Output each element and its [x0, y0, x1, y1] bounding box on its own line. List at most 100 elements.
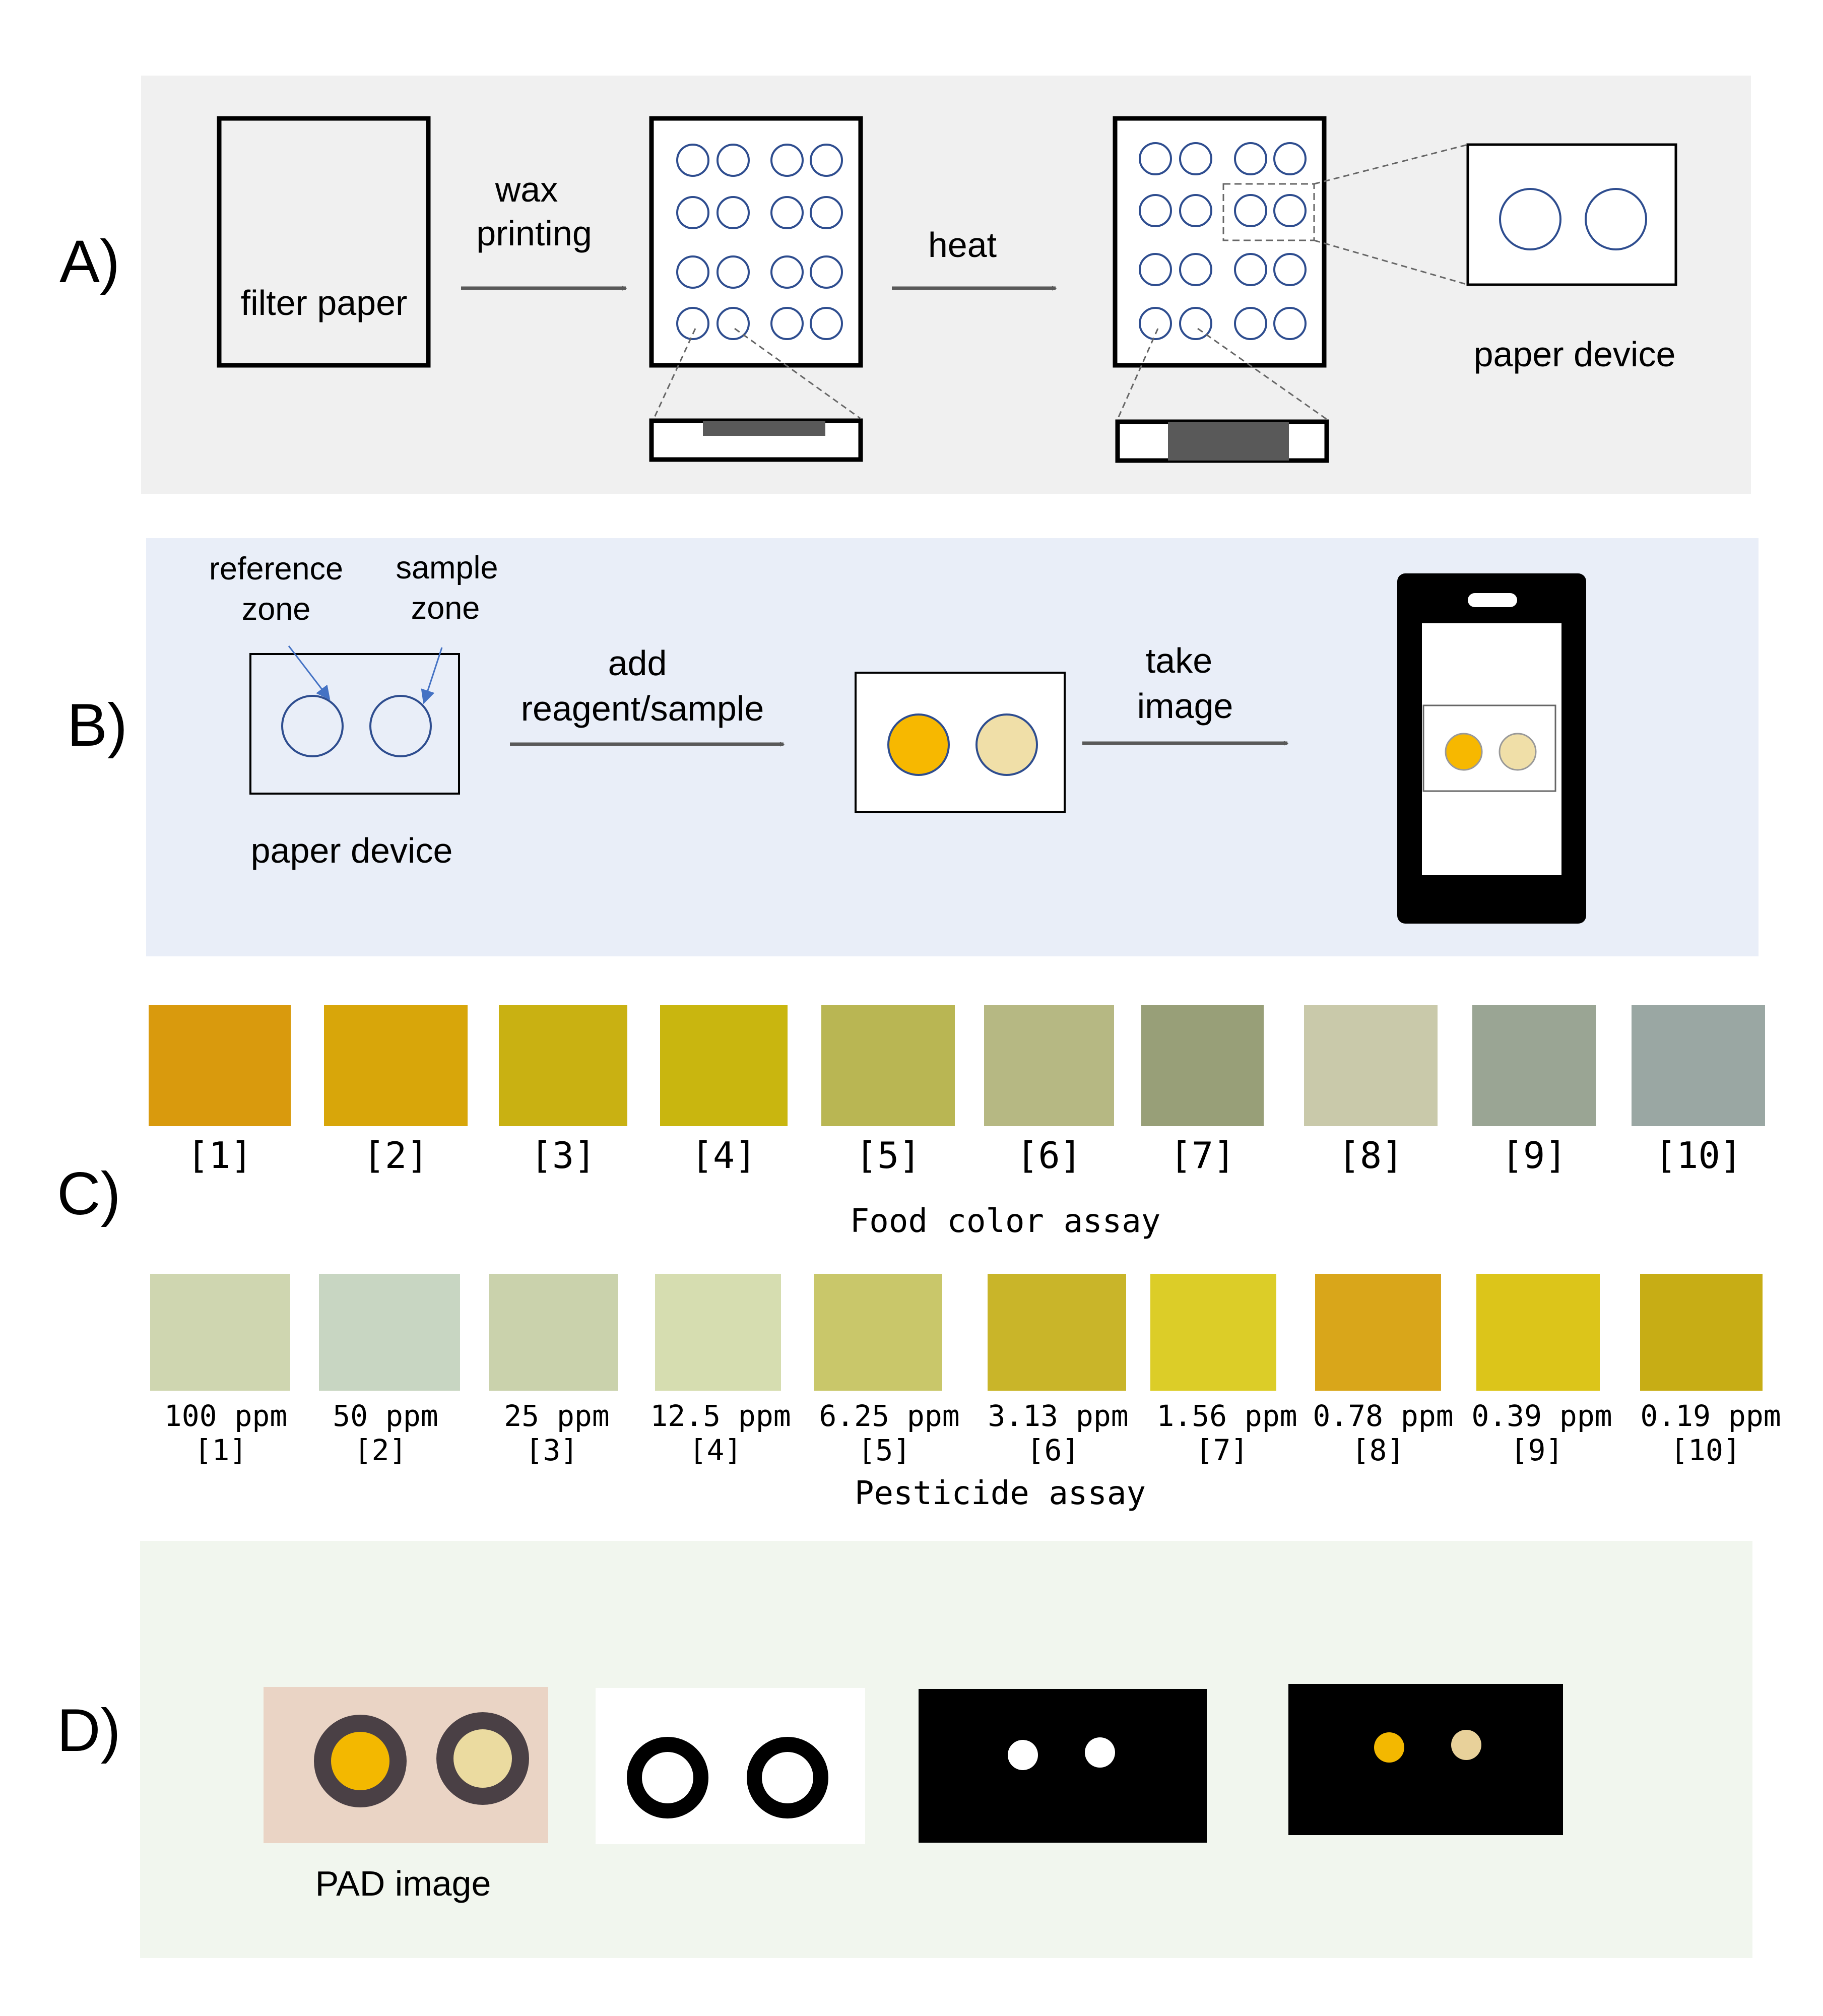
pesticide-concentration: 0.19 ppm [1640, 1399, 1781, 1433]
wax-zone-circle [717, 307, 750, 340]
pesticide-index: [10] [1670, 1433, 1741, 1467]
zoom-line [734, 328, 861, 419]
pesticide-title: Pesticide assay [855, 1475, 1146, 1512]
pad-reference-zone [331, 1732, 389, 1790]
pesticide-concentration: 0.39 ppm [1471, 1399, 1612, 1433]
mask-zone-left [1008, 1740, 1038, 1770]
pesticide-index: [5] [858, 1433, 911, 1467]
mask-zone-right [1085, 1737, 1115, 1768]
binary-ring-right [747, 1737, 828, 1818]
extracted-zones-image [1288, 1684, 1563, 1835]
sample-zone [369, 695, 432, 757]
zoom-line [653, 328, 696, 419]
wax-zone-circle [1273, 142, 1307, 175]
heated-sheet [1113, 116, 1327, 368]
pesticide-concentration: 3.13 ppm [988, 1399, 1128, 1433]
food-swatch [1141, 1005, 1264, 1126]
wax-layer-penetrated [1168, 422, 1289, 461]
device-zone-left [1499, 188, 1561, 250]
pesticide-index: [1] [194, 1433, 247, 1467]
wax-zone-circle [1139, 194, 1172, 227]
pesticide-index: [2] [354, 1433, 407, 1467]
pesticide-swatch [814, 1274, 942, 1391]
pesticide-concentration: 12.5 ppm [650, 1399, 791, 1433]
food-swatch [660, 1005, 788, 1126]
wax-zone-circle [770, 196, 804, 229]
food-color-swatches: [1] [2] [3] [4] [5] [6] [7] [8] [9] [10] [149, 1005, 1765, 1177]
wax-zone-circle [717, 144, 750, 177]
pesticide-index: [3] [526, 1433, 578, 1467]
wax-zone-circle [1273, 307, 1307, 340]
food-swatch-label: [8] [1338, 1134, 1403, 1177]
paper-device-zoom [1466, 143, 1677, 286]
pesticide-swatch [1640, 1274, 1763, 1391]
wax-zone-circle [1273, 253, 1307, 286]
sample-zone-label-1: sample [396, 550, 498, 586]
pesticide-concentration: 6.25 ppm [819, 1399, 959, 1433]
heat-label: heat [928, 225, 997, 265]
food-swatch-label: [5] [855, 1134, 921, 1177]
wax-layer-surface [703, 421, 825, 436]
pesticide-swatch [489, 1274, 618, 1391]
food-color-title: Food color assay [850, 1203, 1161, 1240]
zoom-line [1314, 239, 1468, 286]
reference-zone-colored [887, 713, 950, 776]
wax-zone-array [1139, 142, 1307, 340]
food-swatch [984, 1005, 1114, 1126]
food-swatch-label: [4] [691, 1134, 756, 1177]
food-swatch [149, 1005, 291, 1126]
panel-b: B) reference zone sample zone paper devi… [67, 538, 1759, 956]
wax-printing-label-1: wax [495, 170, 558, 209]
pesticide-concentration: 0.78 ppm [1313, 1399, 1453, 1433]
wax-zone-circle [810, 255, 843, 289]
pesticide-concentration: 100 ppm [164, 1399, 287, 1433]
wax-zone-circle [810, 144, 843, 177]
wax-zone-circle [770, 255, 804, 289]
pesticide-concentration: 1.56 ppm [1156, 1399, 1297, 1433]
panel-a-label: A) [59, 228, 120, 295]
captured-reference-zone [1445, 733, 1483, 771]
paper-device [249, 653, 460, 795]
pesticide-swatches: 100 ppm[1] 50 ppm[2] 25 ppm[3] 12.5 ppm[4] 6… [150, 1274, 1781, 1467]
food-swatch [821, 1005, 955, 1126]
wax-zone-circle [717, 255, 750, 289]
pesticide-concentration: 25 ppm [504, 1399, 610, 1433]
filter-paper-label: filter paper [241, 283, 408, 322]
sample-zone-colored [975, 713, 1038, 776]
wax-zone-circle [810, 307, 843, 340]
wax-zone-circle [1139, 253, 1172, 286]
pesticide-index: [7] [1196, 1433, 1249, 1467]
sample-zone-label-2: zone [411, 591, 480, 626]
zoom-line [1314, 144, 1468, 185]
pad-sample-zone [453, 1729, 512, 1788]
reference-zone-label-1: reference [209, 551, 343, 587]
pad-image-caption: PAD image [315, 1864, 491, 1903]
food-swatch [1304, 1005, 1438, 1126]
zoom-line [1117, 328, 1159, 420]
pesticide-swatch [1315, 1274, 1441, 1391]
food-swatch-label: [9] [1501, 1134, 1567, 1177]
wax-zone-circle [717, 196, 750, 229]
binary-ring-left [627, 1737, 708, 1818]
pesticide-swatch [150, 1274, 290, 1391]
pesticide-index: [6] [1027, 1433, 1080, 1467]
panel-c-label: C) [57, 1160, 121, 1227]
panel-b-label: B) [67, 691, 127, 759]
wax-zone-circle [1179, 307, 1212, 340]
wax-zone-circle [1234, 307, 1267, 340]
pesticide-swatch [655, 1274, 781, 1391]
pesticide-swatch [1150, 1274, 1276, 1391]
pesticide-index: [8] [1352, 1433, 1405, 1467]
wax-zone-circle [1139, 142, 1172, 175]
zone-mask-image [919, 1689, 1207, 1843]
zoom-line [1197, 328, 1327, 420]
paper-device-label-b: paper device [251, 831, 453, 870]
sample-pointer [421, 647, 443, 704]
food-swatch [1632, 1005, 1765, 1126]
food-swatch-label: [10] [1655, 1134, 1742, 1177]
wax-zone-circle [1234, 142, 1267, 175]
extracted-sample-zone [1451, 1730, 1481, 1760]
wax-zone-array [676, 144, 843, 340]
panel-c: C) [1] [2] [3] [4] [5] [6] [7] [8] [9] [10] Food … [57, 1005, 1781, 1512]
